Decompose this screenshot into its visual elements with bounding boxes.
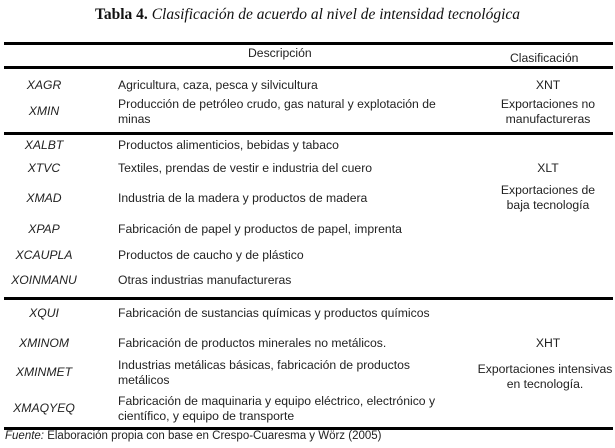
source-text: Elaboración propia con base en Crespo-Cu… — [44, 430, 382, 442]
row-code: XMAQYEQ — [13, 401, 75, 415]
group-label: Exportaciones no manufactureras — [500, 97, 596, 126]
header-classification: Clasificación — [510, 51, 579, 65]
group-code: XHT — [535, 336, 561, 350]
row-description: Fabricación de sustancias químicas y pro… — [118, 306, 430, 320]
bottom-rule — [4, 427, 613, 430]
row-code: XMAD — [26, 191, 62, 205]
row-code: XTVC — [27, 161, 61, 175]
row-code: XOINMANU — [11, 273, 77, 287]
row-description: Industria de la madera y productos de ma… — [118, 191, 368, 205]
group-label: Exportaciones de baja tecnología — [500, 183, 596, 212]
row-description: Producción de petróleo crudo, gas natura… — [118, 97, 436, 126]
row-code: XALBT — [24, 138, 64, 152]
top-rule — [4, 42, 613, 45]
row-description: Industrias metálicas básicas, fabricació… — [118, 358, 410, 387]
row-description: Textiles, prendas de vestir e industria … — [118, 161, 373, 175]
row-code: XMINOM — [18, 336, 70, 350]
group-code: XLT — [537, 161, 559, 175]
row-description: Fabricación de productos minerales no me… — [118, 336, 387, 350]
row-description: Agricultura, caza, pesca y silvicultura — [118, 78, 318, 92]
group-label: Exportaciones intensivas en tecnología. — [477, 362, 613, 391]
header-rule — [4, 66, 613, 69]
section-rule — [4, 297, 613, 300]
table-caption: Clasificación de acuerdo al nivel de int… — [151, 6, 521, 23]
row-code: XMIN — [28, 104, 60, 118]
row-description: Fabricación de papel y productos de pape… — [118, 222, 402, 236]
table-title: Tabla 4. Clasificación de acuerdo al niv… — [0, 6, 615, 24]
row-code: XQUI — [29, 306, 59, 320]
section-rule — [4, 132, 613, 135]
row-code: XAGR — [26, 78, 62, 92]
row-description: Otras industrias manufactureras — [118, 273, 292, 287]
row-code: XMINMET — [15, 365, 73, 379]
source-label: Fuente: — [5, 430, 44, 442]
row-description: Fabricación de maquinaria y equipo eléct… — [118, 394, 436, 423]
source-note: Fuente: Elaboración propia con base en C… — [5, 430, 382, 442]
row-code: XPAP — [28, 222, 60, 236]
row-description: Productos alimenticios, bebidas y tabaco — [118, 138, 339, 152]
header-description: Descripción — [248, 46, 312, 60]
row-description: Productos de caucho y de plástico — [118, 248, 304, 262]
table-number: Tabla 4. — [94, 6, 148, 23]
group-code: XNT — [535, 78, 561, 92]
row-code: XCAUPLA — [15, 248, 73, 262]
